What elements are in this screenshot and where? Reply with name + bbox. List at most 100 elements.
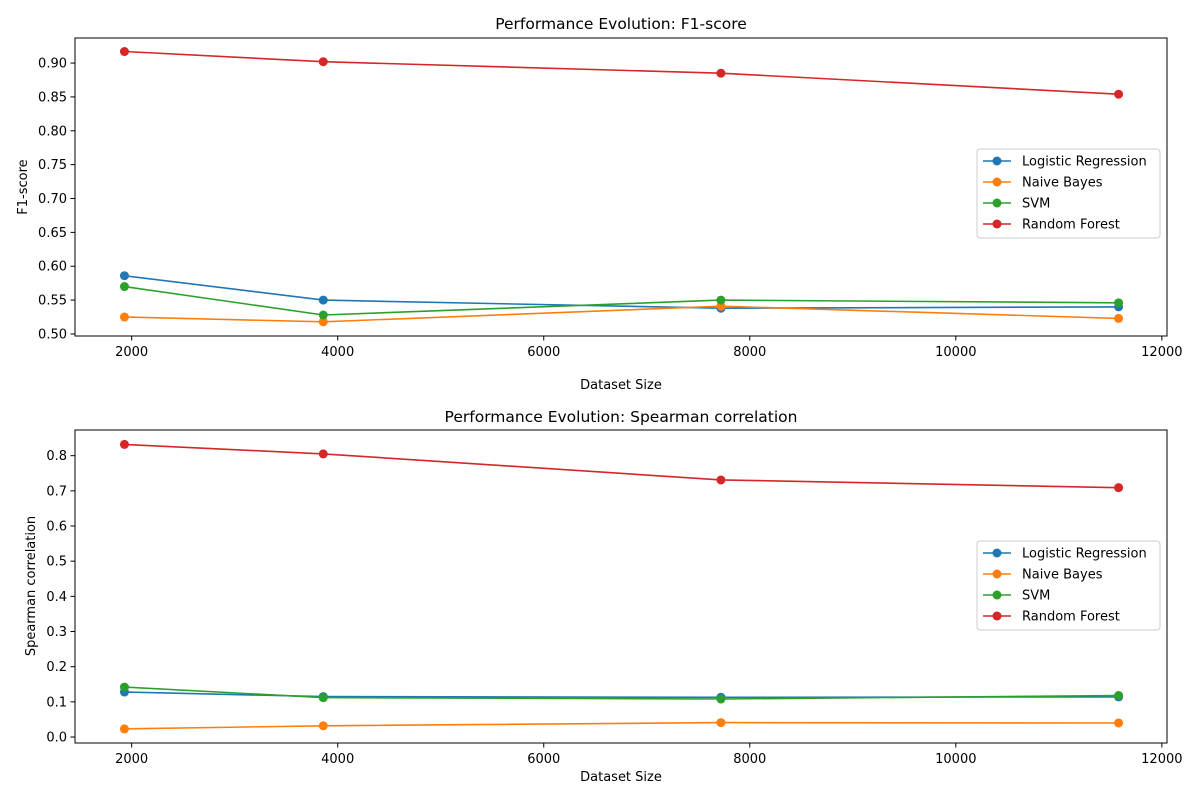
y-tick-label: 0.0 [46, 731, 67, 746]
legend-marker [992, 156, 1002, 166]
x-axis-label: Dataset Size [580, 770, 662, 785]
data-point [119, 282, 129, 292]
x-tick-label: 4000 [321, 345, 354, 360]
data-point [1114, 483, 1124, 493]
y-tick-label: 0.8 [46, 449, 67, 464]
legend-box [976, 148, 1161, 239]
data-point [119, 47, 129, 57]
y-tick-label: 0.80 [38, 124, 67, 139]
series-line [124, 305, 1119, 323]
legend-label: Random Forest [1022, 610, 1120, 625]
data-point [318, 310, 328, 320]
y-tick-label: 0.4 [46, 590, 67, 605]
y-tick-label: 0.65 [38, 226, 67, 241]
legend-label: Random Forest [1022, 218, 1120, 233]
x-tick-label: 2000 [115, 345, 148, 360]
x-tick-label: 4000 [321, 752, 354, 767]
legend-entry-logistic-regression: Logistic Regression [983, 155, 1147, 170]
y-tick-label: 0.50 [38, 327, 67, 342]
data-point [716, 718, 726, 728]
legend-entry-naive-bayes: Naive Bayes [983, 176, 1103, 191]
chart-spearman-correlation: Performance Evolution: Spearman correlat… [24, 408, 1183, 785]
legend: Logistic Regression Naive Bayes SVM Rand… [976, 148, 1161, 239]
plot-area: Logistic Regression Naive Bayes SVM Rand… [74, 429, 1168, 744]
legend-label: SVM [1022, 589, 1050, 604]
legend-entry-random-forest: Random Forest [983, 610, 1120, 625]
legend-label: SVM [1022, 197, 1050, 212]
data-point [1114, 313, 1124, 323]
series-logistic-regression [119, 271, 1124, 313]
legend-marker [992, 198, 1002, 208]
data-point [119, 724, 129, 734]
y-axis-label: Spearman correlation [24, 516, 39, 656]
y-tick-label: 0.85 [38, 90, 67, 105]
data-point [318, 693, 328, 703]
legend-marker [992, 177, 1002, 187]
series-naive-bayes [119, 301, 1124, 327]
x-axis-label: Dataset Size [580, 378, 662, 393]
data-point [119, 271, 129, 281]
data-point [716, 295, 726, 305]
data-point [318, 295, 328, 305]
series-line [124, 721, 1119, 730]
x-tick-label: 8000 [733, 752, 766, 767]
series-line [124, 686, 1119, 700]
series-line [124, 274, 1119, 310]
legend-entry-logistic-regression: Logistic Regression [983, 547, 1147, 562]
legend-entry-naive-bayes: Naive Bayes [983, 568, 1103, 583]
series-svm [119, 682, 1124, 704]
data-point [716, 68, 726, 78]
data-point [318, 57, 328, 67]
data-point [1114, 718, 1124, 728]
y-tick-label: 0.6 [46, 520, 67, 535]
legend-label: Naive Bayes [1022, 568, 1103, 583]
series-random-forest [119, 439, 1124, 493]
y-tick-label: 0.90 [38, 57, 67, 72]
x-tick-label: 8000 [733, 345, 766, 360]
data-point [716, 475, 726, 485]
series-line [124, 285, 1119, 316]
y-tick-label: 0.2 [46, 660, 67, 675]
legend-label: Logistic Regression [1022, 547, 1147, 562]
legend-entry-svm: SVM [983, 197, 1050, 212]
x-tick-label: 12000 [1141, 752, 1182, 767]
series-line [124, 443, 1119, 489]
series-random-forest [119, 47, 1124, 99]
legend-label: Logistic Regression [1022, 155, 1147, 170]
x-tick-label: 2000 [115, 752, 148, 767]
y-tick-label: 0.3 [46, 625, 67, 640]
chart-f1-score: Performance Evolution: F1-score Logistic… [16, 15, 1183, 393]
legend-marker [992, 611, 1002, 621]
data-point [119, 312, 129, 322]
legend-marker [992, 569, 1002, 579]
data-point [1114, 298, 1124, 308]
axes-frame [74, 37, 1168, 337]
legend-marker [992, 590, 1002, 600]
series-line [124, 50, 1119, 95]
data-point [1114, 691, 1124, 701]
y-tick-label: 0.60 [38, 260, 67, 275]
x-tick-label: 6000 [527, 752, 560, 767]
axes-frame [74, 429, 1168, 744]
chart-title: Performance Evolution: F1-score [495, 15, 747, 33]
data-point [318, 721, 328, 731]
legend-box [976, 540, 1161, 631]
data-point [119, 682, 129, 692]
chart-title: Performance Evolution: Spearman correlat… [445, 408, 798, 426]
data-point [716, 694, 726, 704]
x-tick-label: 10000 [935, 752, 976, 767]
y-axis-label: F1-score [16, 159, 31, 214]
plot-area: Logistic Regression Naive Bayes SVM Rand… [74, 37, 1168, 337]
y-tick-label: 0.70 [38, 192, 67, 207]
y-tick-label: 0.75 [38, 158, 67, 173]
legend-marker [992, 219, 1002, 229]
y-tick-label: 0.5 [46, 555, 67, 570]
x-tick-label: 12000 [1141, 345, 1182, 360]
data-point [1114, 89, 1124, 99]
series-naive-bayes [119, 718, 1124, 734]
legend-entry-random-forest: Random Forest [983, 218, 1120, 233]
y-tick-label: 0.7 [46, 484, 67, 499]
legend-label: Naive Bayes [1022, 176, 1103, 191]
legend: Logistic Regression Naive Bayes SVM Rand… [976, 540, 1161, 631]
